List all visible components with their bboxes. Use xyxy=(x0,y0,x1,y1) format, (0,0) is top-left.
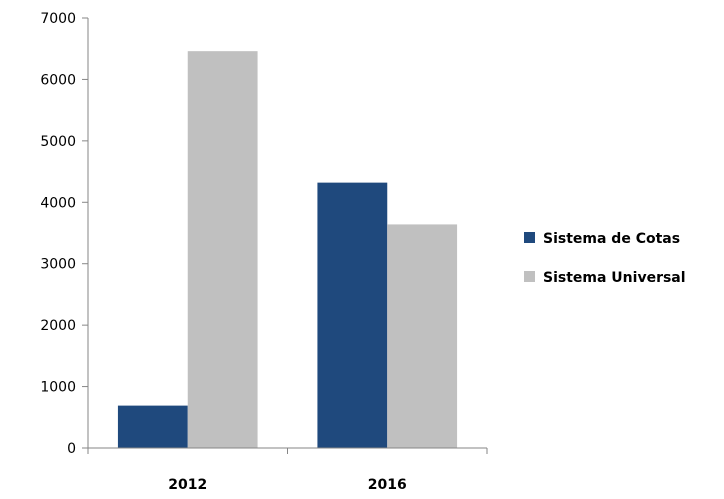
bar-2016-sistema-de-cotas xyxy=(317,182,388,448)
y-tick-label: 6000 xyxy=(40,72,76,88)
legend: Sistema de Cotas Sistema Universal xyxy=(524,231,686,286)
chart-axes xyxy=(87,18,488,454)
bar-2012-sistema-universal xyxy=(187,51,258,449)
x-tick-label: 2012 xyxy=(168,477,207,493)
y-tick-label: 0 xyxy=(67,441,76,457)
legend-swatch xyxy=(524,232,535,243)
y-tick-label: 3000 xyxy=(40,257,76,273)
y-tick-label: 5000 xyxy=(40,134,76,150)
y-tick-label: 4000 xyxy=(40,195,76,211)
bar-2012-sistema-de-cotas xyxy=(117,405,188,448)
legend-label: Sistema de Cotas xyxy=(543,231,680,247)
x-axis-labels: 2012 2016 xyxy=(168,477,406,493)
y-axis-ticks: 0 1000 2000 3000 4000 5000 6000 7000 xyxy=(40,11,88,457)
bar-2016-sistema-universal xyxy=(387,224,458,448)
legend-label: Sistema Universal xyxy=(543,270,686,286)
chart-bars xyxy=(117,51,458,449)
y-tick-label: 2000 xyxy=(40,318,76,334)
x-tick-label: 2016 xyxy=(368,477,407,493)
y-tick-label: 1000 xyxy=(40,380,76,396)
legend-swatch xyxy=(524,271,535,282)
y-tick-label: 7000 xyxy=(40,11,76,27)
